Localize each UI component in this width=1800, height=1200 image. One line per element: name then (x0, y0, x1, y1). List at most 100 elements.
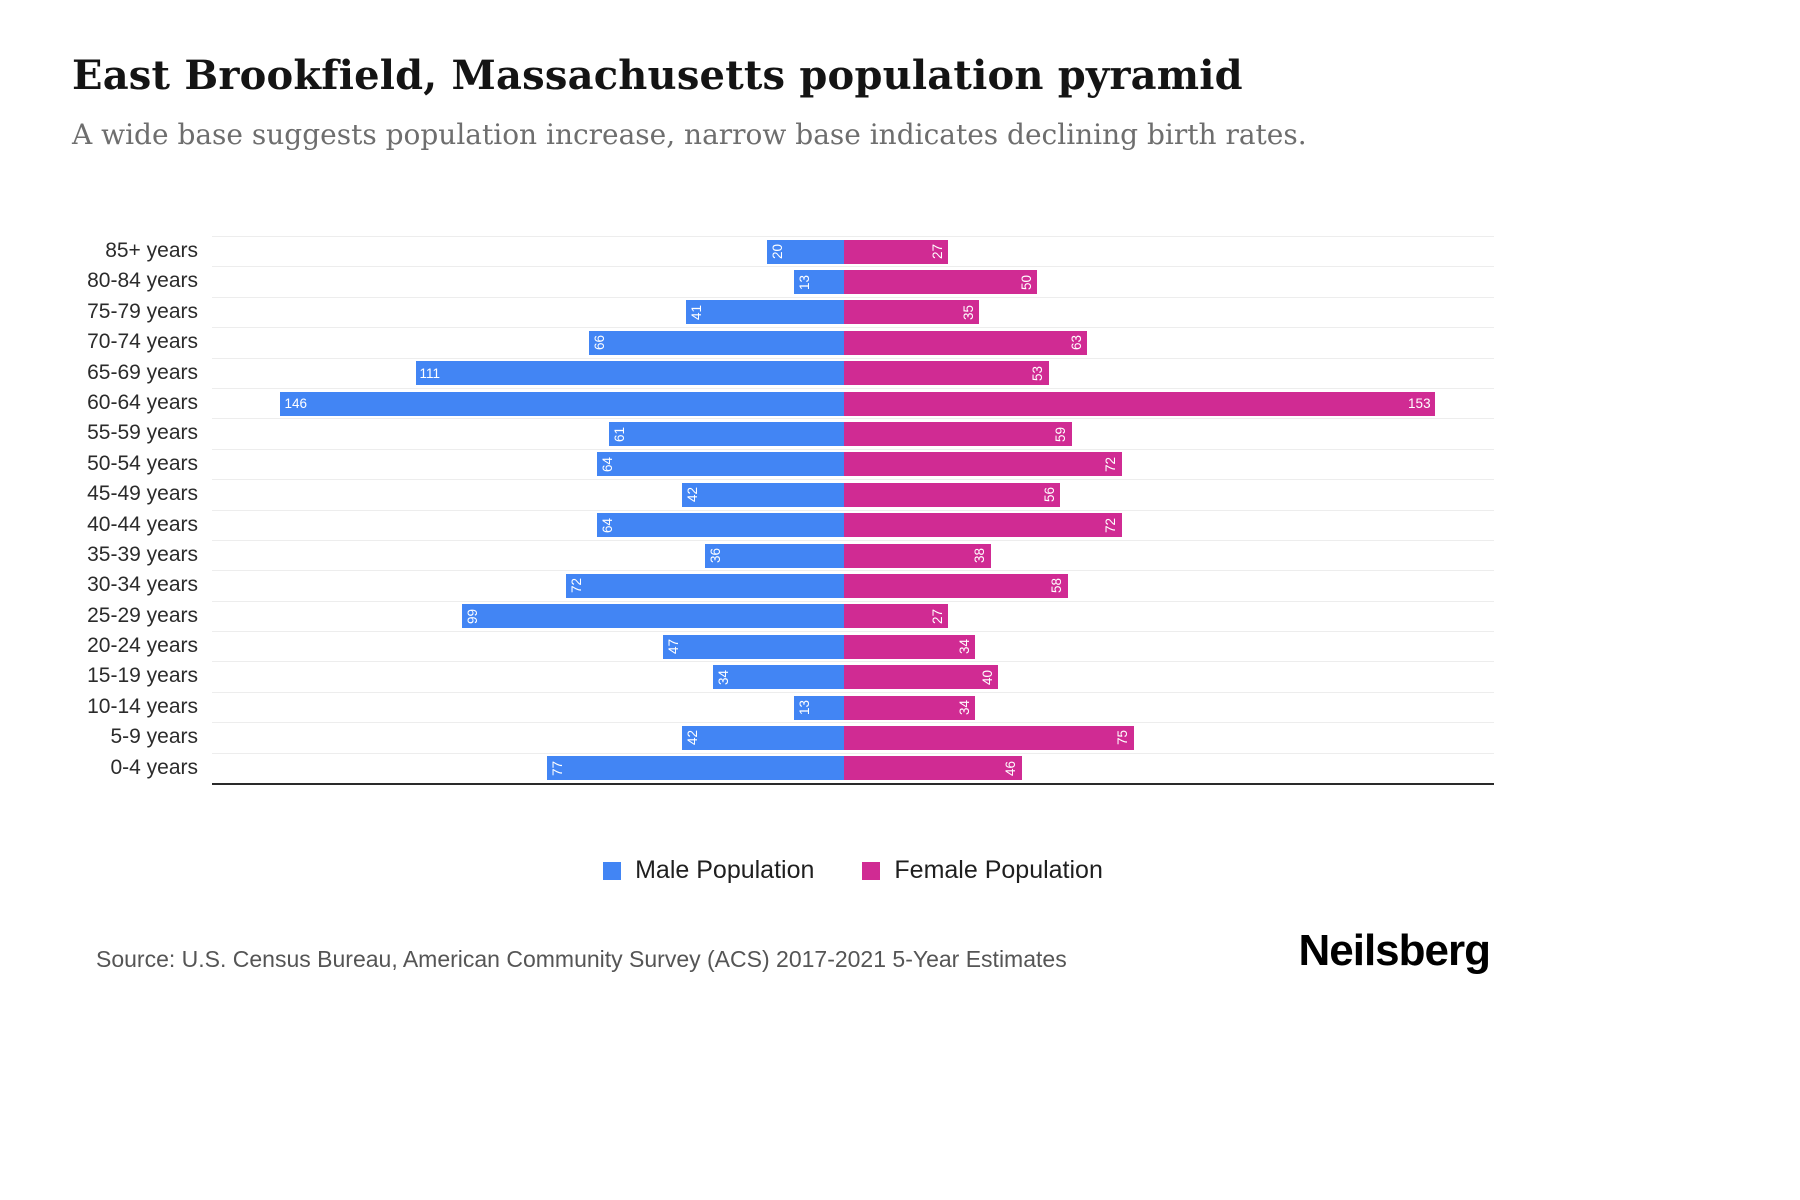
page-subtitle: A wide base suggests population increase… (72, 118, 1307, 151)
pyramid-row: 5-9 years 42 75 (0, 722, 1800, 752)
female-bar-value: 34 (956, 639, 972, 655)
female-bar: 153 (844, 391, 1435, 416)
male-bar: 146 (280, 391, 844, 416)
female-bar: 58 (844, 573, 1068, 598)
age-group-label: 75-79 years (87, 299, 198, 323)
female-bar-value: 72 (1103, 517, 1119, 533)
age-group-label: 55-59 years (87, 421, 198, 445)
female-bar-value: 59 (1053, 426, 1069, 442)
row-plot-area: 111 53 (212, 357, 1494, 388)
pyramid-row: 60-64 years 146 153 (0, 387, 1800, 418)
female-area: 53 (844, 359, 1494, 388)
male-bar: 64 (596, 452, 844, 477)
female-area: 35 (844, 298, 1494, 327)
female-bar: 56 (844, 482, 1061, 507)
pyramid-row: 20-24 years 47 34 (0, 631, 1800, 661)
age-group-label: 70-74 years (87, 330, 198, 354)
female-bar-value: 27 (929, 244, 945, 260)
male-bar-value: 34 (715, 669, 731, 685)
pyramid-row: 30-34 years 72 58 (0, 570, 1800, 600)
female-swatch (862, 861, 881, 880)
row-plot-area: 41 35 (212, 296, 1494, 327)
row-plot-area: 42 56 (212, 479, 1494, 509)
male-area: 66 (212, 328, 844, 357)
female-bar: 27 (844, 604, 949, 629)
age-group-label: 25-29 years (87, 603, 198, 627)
row-plot-area: 64 72 (212, 509, 1494, 540)
brand-logo: Neilsberg (1298, 926, 1491, 975)
legend-item-male: Male Population (603, 856, 814, 885)
female-bar-value: 38 (972, 548, 988, 564)
male-bar-value: 72 (569, 578, 585, 594)
female-bar: 75 (844, 725, 1134, 750)
male-area: 47 (212, 632, 844, 661)
male-bar: 111 (415, 361, 844, 386)
male-bar: 41 (685, 300, 844, 325)
male-bar: 42 (681, 482, 844, 507)
female-area: 50 (844, 267, 1494, 296)
male-bar: 13 (793, 270, 844, 295)
pyramid-row: 70-74 years 66 63 (0, 327, 1800, 357)
male-area: 42 (212, 723, 844, 752)
row-plot-area: 77 46 (212, 752, 1494, 783)
male-area: 42 (212, 480, 844, 509)
female-bar-value: 153 (1408, 395, 1431, 411)
female-bar: 27 (844, 239, 949, 264)
legend-label-male: Male Population (635, 856, 815, 884)
pyramid-row: 85+ years 20 27 (0, 236, 1800, 266)
male-bar-value: 146 (284, 395, 307, 411)
age-group-label: 40-44 years (87, 512, 198, 536)
female-area: 72 (844, 511, 1494, 540)
female-bar: 50 (844, 270, 1037, 295)
population-pyramid-chart: 85+ years 20 27 80-84 years 13 50 75-79 years 4… (0, 236, 1800, 786)
female-area: 40 (844, 662, 1494, 691)
legend-label-female: Female Population (894, 856, 1103, 884)
female-area: 72 (844, 450, 1494, 479)
male-bar-value: 66 (592, 335, 608, 351)
row-plot-area: 13 34 (212, 691, 1494, 722)
male-area: 146 (212, 389, 844, 418)
page-title: East Brookfield, Massachusetts populatio… (72, 52, 1243, 99)
female-area: 75 (844, 723, 1494, 752)
male-bar: 20 (766, 239, 844, 264)
female-area: 46 (844, 754, 1494, 783)
pyramid-row: 10-14 years 13 34 (0, 691, 1800, 722)
female-bar-value: 72 (1103, 456, 1119, 472)
age-group-label: 50-54 years (87, 451, 198, 475)
age-group-label: 5-9 years (110, 725, 198, 749)
pyramid-row: 80-84 years 13 50 (0, 266, 1800, 296)
male-bar: 47 (662, 634, 844, 659)
female-bar-value: 75 (1115, 730, 1130, 746)
female-area: 153 (844, 389, 1494, 418)
row-plot-area: 66 63 (212, 327, 1494, 357)
row-plot-area: 64 72 (212, 448, 1494, 479)
pyramid-row: 15-19 years 34 40 (0, 661, 1800, 691)
male-area: 77 (212, 754, 844, 783)
age-group-label: 60-64 years (87, 390, 198, 414)
male-bar-value: 64 (599, 456, 615, 472)
age-group-label: 65-69 years (87, 360, 198, 384)
female-bar-value: 46 (1003, 760, 1019, 776)
female-bar-value: 50 (1018, 274, 1034, 290)
male-bar-value: 61 (611, 426, 627, 442)
female-bar: 72 (844, 452, 1122, 477)
female-area: 34 (844, 693, 1494, 722)
age-group-label: 45-49 years (87, 482, 198, 506)
female-bar: 59 (844, 422, 1072, 447)
row-plot-area: 20 27 (212, 236, 1494, 266)
male-area: 64 (212, 511, 844, 540)
legend-item-female: Female Population (862, 856, 1103, 885)
age-group-label: 20-24 years (87, 634, 198, 658)
male-bar: 66 (589, 330, 844, 355)
male-bar-value: 13 (796, 700, 812, 716)
male-bar: 13 (793, 695, 844, 720)
female-bar: 34 (844, 695, 976, 720)
age-group-label: 80-84 years (87, 269, 198, 293)
female-bar-value: 56 (1041, 487, 1057, 503)
male-bar-value: 99 (464, 608, 480, 624)
female-bar-value: 53 (1030, 365, 1046, 381)
female-area: 27 (844, 237, 1494, 266)
female-bar: 38 (844, 543, 991, 568)
male-bar: 99 (461, 604, 844, 629)
